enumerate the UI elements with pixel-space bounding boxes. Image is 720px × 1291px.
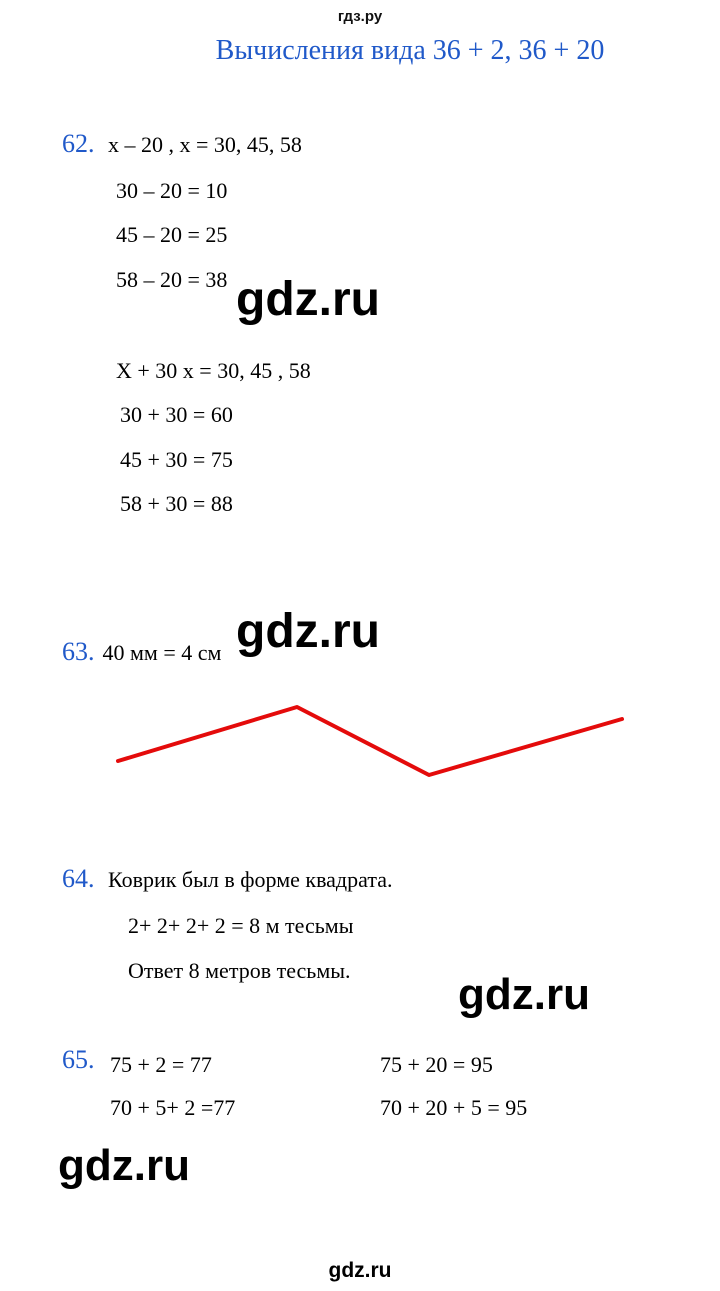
p62-line7: 45 + 30 = 75: [120, 446, 720, 475]
p65-r1: 70 + 20 + 5 = 95: [380, 1094, 640, 1123]
page-title: Вычисления вида 36 + 2, 36 + 20: [0, 25, 720, 67]
problem-number: 62.: [62, 129, 95, 158]
p64-line3: Ответ 8 метров тесьмы.: [128, 957, 720, 986]
p64-line2: 2+ 2+ 2+ 2 = 8 м тесьмы: [128, 912, 720, 941]
p63-text: 40 мм = 4 см: [103, 640, 222, 665]
watermark: gdz.ru: [236, 604, 380, 659]
polyline-figure: [62, 689, 720, 797]
watermark-footer: gdz.ru: [0, 1259, 720, 1283]
problem-number: 63.: [62, 637, 95, 666]
p62-line6: 30 + 30 = 60: [120, 401, 720, 430]
p65-r0: 75 + 20 = 95: [380, 1051, 640, 1080]
watermark: gdz.ru: [58, 1141, 190, 1191]
p62-line3: 45 – 20 = 25: [116, 221, 720, 250]
watermark: gdz.ru: [236, 272, 380, 327]
problem-number: 65.: [62, 1043, 95, 1077]
problem-63: 63. 40 мм = 4 см: [62, 635, 720, 796]
problem-65: 65. 75 + 2 = 77 70 + 5+ 2 =77 75 + 20 = …: [62, 1043, 720, 1122]
p65-l0: 75 + 2 = 77: [110, 1051, 380, 1080]
problem-64: 64. Коврик был в форме квадрата. 2+ 2+ 2…: [62, 862, 720, 985]
polyline-svg: [62, 689, 662, 789]
content-area: 62. x – 20 , x = 30, 45, 58 30 – 20 = 10…: [0, 67, 720, 1122]
problem-62: 62. x – 20 , x = 30, 45, 58 30 – 20 = 10…: [62, 127, 720, 519]
p65-l1: 70 + 5+ 2 =77: [110, 1094, 380, 1123]
site-brand: гдз.ру: [0, 0, 720, 25]
p62-line1: x – 20 , x = 30, 45, 58: [108, 132, 302, 157]
p62-line8: 58 + 30 = 88: [120, 490, 720, 519]
problem-number: 64.: [62, 864, 95, 893]
p62-line4: 58 – 20 = 38: [116, 266, 720, 295]
p62-line2: 30 – 20 = 10: [116, 177, 720, 206]
p64-line1: Коврик был в форме квадрата.: [108, 867, 392, 892]
watermark: gdz.ru: [458, 970, 590, 1020]
p62-line5: X + 30 x = 30, 45 , 58: [116, 357, 720, 386]
